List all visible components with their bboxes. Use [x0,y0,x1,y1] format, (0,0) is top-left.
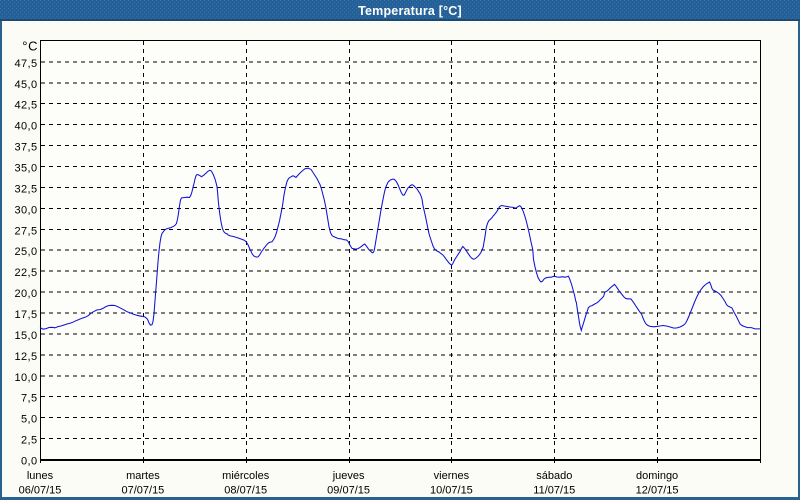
svg-text:10,0: 10,0 [14,372,37,384]
svg-text:10/07/15: 10/07/15 [430,485,473,497]
svg-text:06/07/15: 06/07/15 [19,485,62,497]
svg-text:22,5: 22,5 [14,267,37,279]
svg-text:2,5: 2,5 [21,435,38,447]
svg-text:11/07/15: 11/07/15 [533,485,575,497]
svg-text:09/07/15: 09/07/15 [327,485,370,497]
svg-text:45,0: 45,0 [14,79,37,91]
svg-text:12/07/15: 12/07/15 [636,485,679,497]
svg-text:37,5: 37,5 [14,142,37,154]
svg-text:°C: °C [22,38,38,53]
svg-text:0,0: 0,0 [21,456,38,468]
svg-text:12,5: 12,5 [14,351,37,363]
svg-text:25,0: 25,0 [14,246,37,258]
svg-text:20,0: 20,0 [14,288,37,300]
svg-text:viernes: viernes [434,470,470,482]
svg-text:07/07/15: 07/07/15 [121,485,164,497]
svg-text:17,5: 17,5 [14,309,37,321]
svg-text:lunes: lunes [27,470,54,482]
svg-text:martes: martes [126,470,160,482]
svg-text:32,5: 32,5 [14,183,37,195]
svg-text:27,5: 27,5 [14,225,37,237]
svg-text:sábado: sábado [536,470,572,482]
svg-text:7,5: 7,5 [21,393,38,405]
svg-text:5,0: 5,0 [21,414,38,426]
svg-text:47,5: 47,5 [14,58,37,70]
svg-text:40,0: 40,0 [14,121,37,133]
svg-text:30,0: 30,0 [14,204,37,216]
svg-text:08/07/15: 08/07/15 [224,485,267,497]
svg-text:15,0: 15,0 [14,330,37,342]
svg-text:miércoles: miércoles [222,470,270,482]
svg-text:42,5: 42,5 [14,100,37,112]
svg-text:Temperatura [°C]: Temperatura [°C] [358,4,462,18]
svg-text:domingo: domingo [636,470,678,482]
svg-text:35,0: 35,0 [14,163,37,175]
svg-text:jueves: jueves [332,470,365,482]
